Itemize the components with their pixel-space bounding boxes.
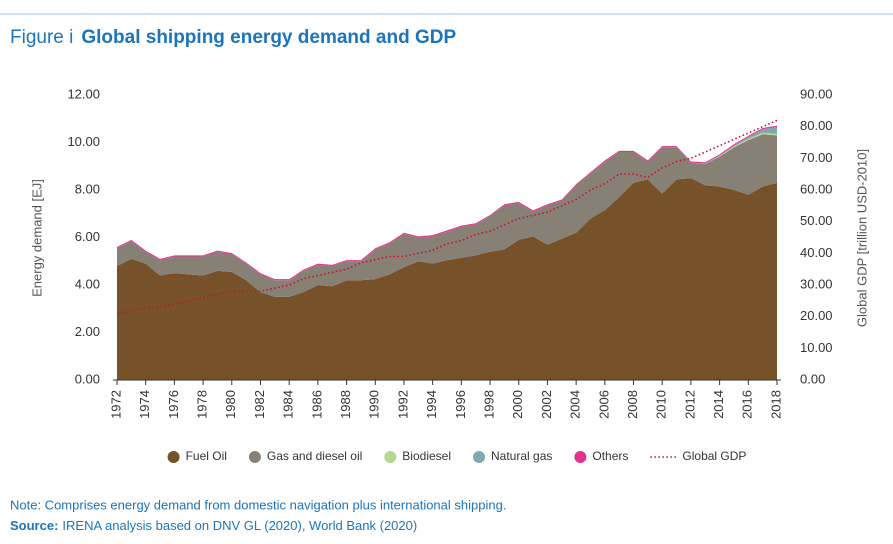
y2-tick-label: 40.00: [800, 245, 833, 260]
area: [117, 134, 777, 297]
legend-label: Biodiesel: [402, 449, 451, 463]
x-tick-label: 1976: [166, 390, 181, 419]
legend-label: Natural gas: [491, 449, 552, 463]
legend-swatch: [248, 451, 261, 463]
legend-swatch: [574, 451, 587, 463]
figure-label: Figure i: [10, 27, 73, 48]
y2-tick-label: 10.00: [800, 340, 833, 355]
legend-label: Fuel Oil: [186, 449, 227, 463]
y2-tick-label: 30.00: [800, 276, 833, 291]
x-tick-label: 1980: [223, 390, 238, 419]
y-axis-label: Energy demand [EJ]: [29, 179, 44, 297]
x-tick-label: 1982: [252, 390, 267, 419]
x-tick-label: 2002: [539, 390, 554, 419]
y2-tick-label: 60.00: [800, 181, 833, 196]
legend-item: Fuel Oil: [167, 449, 227, 463]
x-tick-label: 1978: [195, 390, 210, 419]
x-tick-label: 2006: [596, 390, 611, 419]
source-text: IRENA analysis based on DNV GL (2020), W…: [62, 518, 417, 533]
legend-label: Others: [592, 449, 628, 463]
legend-label: Global GDP: [682, 449, 746, 463]
plot: 0.00 2.00 4.00 6.00 8.00 10.00 12.00 0.00 10.00 2…: [67, 86, 832, 463]
x-tick-label: 1992: [395, 390, 410, 419]
line: [116, 119, 778, 315]
legend-item: Natural gas: [473, 449, 552, 463]
legend-item: Others: [574, 449, 628, 463]
note: Note: Comprises energy demand from domes…: [10, 497, 506, 512]
x-tick-label: 2012: [682, 390, 697, 419]
x-tick-label: 1984: [281, 390, 296, 419]
x-tick-label: 2016: [740, 390, 755, 419]
y-tick-label: 6.00: [75, 229, 100, 244]
x-tick-label: 1998: [481, 390, 496, 419]
figure-heading: Figure i Global shipping energy demand an…: [10, 27, 456, 48]
y-tick-label: 2.00: [75, 324, 100, 339]
x-tick-label: 1974: [137, 390, 152, 419]
y-tick-label: 0.00: [75, 371, 100, 386]
x-tick-label: 1972: [108, 390, 123, 419]
x-tick-label: 1986: [309, 390, 324, 419]
y2-tick-label: 0.00: [800, 371, 825, 386]
y2-tick-label: 90.00: [800, 86, 833, 101]
y2-axis-label: Global GDP [trillion USD-2010]: [854, 149, 869, 327]
x-tick-label: 2000: [510, 390, 525, 419]
y2-tick-label: 20.00: [800, 308, 833, 323]
legend-swatch: [167, 451, 180, 463]
legend-item: Biodiesel: [384, 449, 451, 463]
x-tick-label: 2018: [768, 390, 783, 419]
area: [117, 178, 777, 380]
x-tick-label: 1994: [424, 390, 439, 419]
legend-swatch: [473, 451, 486, 463]
x-tick-label: 2004: [568, 390, 583, 419]
source-label: Source:: [10, 518, 58, 533]
legend-label: Gas and diesel oil: [267, 449, 362, 463]
y2-tick-label: 70.00: [800, 150, 833, 165]
source: Source: IRENA analysis based on DNV GL (2…: [10, 518, 417, 533]
x-tick-label: 1996: [453, 390, 468, 419]
x-tick-label: 2014: [711, 390, 726, 419]
y-tick-label: 10.00: [67, 134, 100, 149]
x-tick-label: 1990: [367, 390, 382, 419]
y2-tick-label: 50.00: [800, 213, 833, 228]
y-tick-label: 8.00: [75, 181, 100, 196]
legend-swatch: [384, 451, 397, 463]
legend-item: Gas and diesel oil: [248, 449, 362, 463]
y-tick-label: 4.00: [75, 276, 100, 291]
legend-item: Global GDP: [650, 449, 746, 463]
x-tick-label: 2010: [654, 390, 669, 419]
x-tick-label: 1988: [338, 390, 353, 419]
y-tick-label: 12.00: [67, 86, 100, 101]
x-tick-label: 2008: [625, 390, 640, 419]
y2-tick-label: 80.00: [800, 118, 833, 133]
chart-title: Global shipping energy demand and GDP: [81, 27, 456, 48]
